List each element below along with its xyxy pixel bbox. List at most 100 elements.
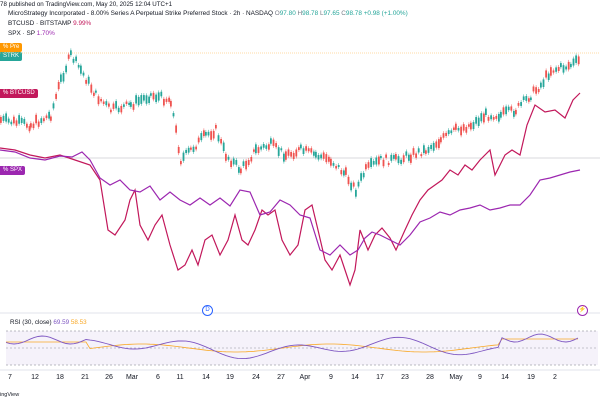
candle — [15, 120, 18, 126]
candle — [545, 70, 547, 78]
rsi-legend[interactable]: RSI (30, close) 69.59 58.53 — [10, 319, 87, 326]
candle — [345, 167, 347, 175]
candle — [317, 154, 320, 160]
candle — [43, 118, 45, 122]
candle — [445, 132, 447, 137]
candle — [277, 147, 280, 156]
candle — [417, 148, 420, 153]
rsi-line — [5, 333, 579, 360]
candle — [157, 92, 160, 101]
candle — [490, 115, 492, 120]
candle — [163, 98, 165, 106]
candle — [80, 65, 82, 74]
candle — [72, 58, 75, 63]
candle — [347, 176, 350, 185]
candle — [532, 86, 535, 92]
candle — [492, 117, 495, 120]
btc-tag: % BTCUSD — [0, 89, 38, 98]
candle — [430, 144, 432, 150]
candle — [112, 103, 115, 109]
candle — [145, 95, 148, 104]
earnings-event-marker[interactable]: ⚡ — [577, 305, 588, 316]
candle — [362, 172, 365, 178]
candle — [205, 131, 207, 136]
candle — [37, 121, 40, 127]
candle — [485, 108, 487, 115]
candle — [328, 156, 330, 162]
candle — [165, 98, 168, 102]
candle — [415, 153, 417, 158]
candle — [378, 156, 380, 165]
candle — [123, 104, 125, 107]
candle — [105, 101, 108, 106]
candle — [412, 148, 415, 155]
candle — [542, 79, 545, 87]
time-axis-label: 9 — [329, 374, 333, 381]
time-axis-label: 7 — [8, 374, 12, 381]
candle — [180, 161, 182, 165]
rsi-ma-value: 58.53 — [70, 319, 87, 326]
candle — [87, 76, 90, 84]
time-axis-label: 14 — [351, 374, 359, 381]
candle — [143, 95, 145, 101]
candle — [498, 113, 500, 122]
legend-main[interactable]: MicroStrategy Incorporated - 8.00% Serie… — [8, 10, 408, 17]
candle — [255, 144, 257, 154]
time-axis-label: 28 — [426, 374, 434, 381]
candle — [370, 158, 372, 167]
candle — [530, 97, 532, 101]
candle — [352, 182, 355, 187]
candle — [238, 167, 240, 173]
dividend-event-marker[interactable]: D — [202, 305, 213, 316]
candle — [110, 109, 112, 113]
candle — [510, 106, 513, 111]
candle — [343, 170, 345, 176]
candle — [513, 110, 515, 117]
candle — [197, 137, 200, 143]
time-axis-label: May — [449, 374, 463, 381]
candle — [427, 146, 430, 153]
legend-open: 97.80 — [279, 10, 296, 17]
candle — [457, 127, 460, 131]
candle — [515, 109, 517, 115]
candle — [483, 113, 485, 123]
candle — [172, 113, 175, 117]
candle — [285, 151, 287, 160]
candle — [313, 151, 315, 156]
candle — [215, 124, 217, 129]
legend-close: 98.78 — [345, 10, 362, 17]
candle — [250, 157, 253, 162]
candle — [185, 149, 187, 154]
candle — [262, 144, 265, 148]
candle — [332, 163, 335, 166]
candle — [575, 55, 577, 63]
candle — [35, 114, 37, 124]
candle — [117, 107, 120, 113]
candle — [257, 147, 260, 153]
time-axis-label: 21 — [81, 374, 89, 381]
candle — [135, 95, 137, 104]
candle — [567, 61, 570, 70]
candle — [20, 117, 23, 123]
candle — [502, 107, 505, 115]
legend-spx[interactable]: SPX · SP 1.70% — [8, 30, 55, 38]
candle — [102, 101, 105, 104]
footer-brand: ingView — [0, 392, 20, 398]
candle — [108, 103, 110, 107]
candle — [562, 65, 565, 73]
candle — [62, 73, 65, 82]
candle — [275, 143, 277, 148]
candle — [305, 146, 307, 151]
candle — [220, 138, 222, 144]
candle — [120, 105, 123, 113]
candle — [372, 160, 375, 165]
candle — [375, 157, 378, 165]
strk-tag: STRK — [0, 52, 23, 61]
candle — [547, 73, 550, 80]
candle — [528, 98, 530, 102]
candle — [540, 82, 542, 88]
publish-info: 78 published on TradingView.com, May 20,… — [0, 1, 172, 8]
candle — [465, 126, 468, 133]
legend-btc[interactable]: BTCUSD · BITSTAMP 9.99% — [8, 20, 91, 28]
